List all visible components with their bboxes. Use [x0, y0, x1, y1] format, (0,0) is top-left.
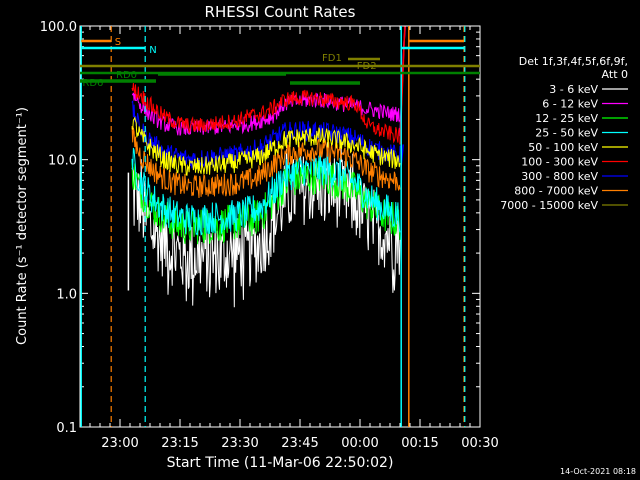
legend-label: 100 - 300 keV	[521, 156, 598, 169]
series-line	[131, 147, 401, 236]
legend-label: 25 - 50 keV	[535, 127, 598, 140]
annotation-label: S	[115, 37, 121, 48]
series-line	[131, 135, 401, 308]
legend-label: 3 - 6 keV	[549, 83, 598, 96]
annotation-bars: S N FD1 FD2 RD0 RD6	[80, 26, 480, 427]
legend-label: 800 - 7000 keV	[514, 185, 598, 198]
x-tick-label: 23:00	[101, 436, 138, 451]
series-line	[131, 100, 401, 169]
y-tick-label: 100.0	[40, 20, 77, 35]
x-tick-label: 00:30	[461, 436, 498, 451]
x-tick-label: 00:15	[401, 436, 438, 451]
timestamp: 14-Oct-2021 08:18	[560, 467, 636, 476]
annotation-label: RD0	[116, 70, 137, 81]
series-line	[131, 125, 401, 199]
chart-title: RHESSI Count Rates	[205, 3, 356, 21]
y-axis-label: Count Rate (s⁻¹ detector segment⁻¹)	[15, 107, 30, 345]
x-axis: 23:00 23:15 23:30 23:45 00:00 00:15 00:30	[79, 26, 499, 451]
y-axis: 100.0 10.0 1.0 0.1	[40, 20, 480, 436]
legend-label: 12 - 25 keV	[535, 112, 598, 125]
annotation-label: FD1	[322, 53, 342, 64]
annotation-label: FD2	[357, 61, 377, 72]
annotation-label: N	[149, 45, 156, 56]
legend-label: 6 - 12 keV	[542, 98, 598, 111]
legend-label: 50 - 100 keV	[528, 141, 598, 154]
series-line	[131, 160, 401, 245]
legend: Det 1f,3f,4f,5f,6f,9f,Att 0 3 - 6 keV 6 - …	[500, 55, 628, 212]
legend-label: 7000 - 15000 keV	[500, 199, 598, 212]
series-line	[131, 116, 401, 176]
annotation-label: RD6	[82, 78, 103, 89]
y-tick-label: 10.0	[48, 154, 77, 169]
x-tick-label: 00:00	[341, 436, 378, 451]
series-line	[131, 83, 401, 144]
x-axis-label: Start Time (11-Mar-06 22:50:02)	[167, 455, 394, 471]
legend-label: 300 - 800 keV	[521, 170, 598, 183]
legend-header: Det 1f,3f,4f,5f,6f,9f,	[519, 55, 628, 68]
legend-header: Att 0	[602, 68, 628, 81]
x-tick-label: 23:15	[161, 436, 198, 451]
x-tick-label: 23:30	[221, 436, 258, 451]
x-tick-label: 23:45	[281, 436, 318, 451]
y-tick-label: 1.0	[56, 287, 77, 302]
y-tick-label: 0.1	[56, 421, 77, 436]
